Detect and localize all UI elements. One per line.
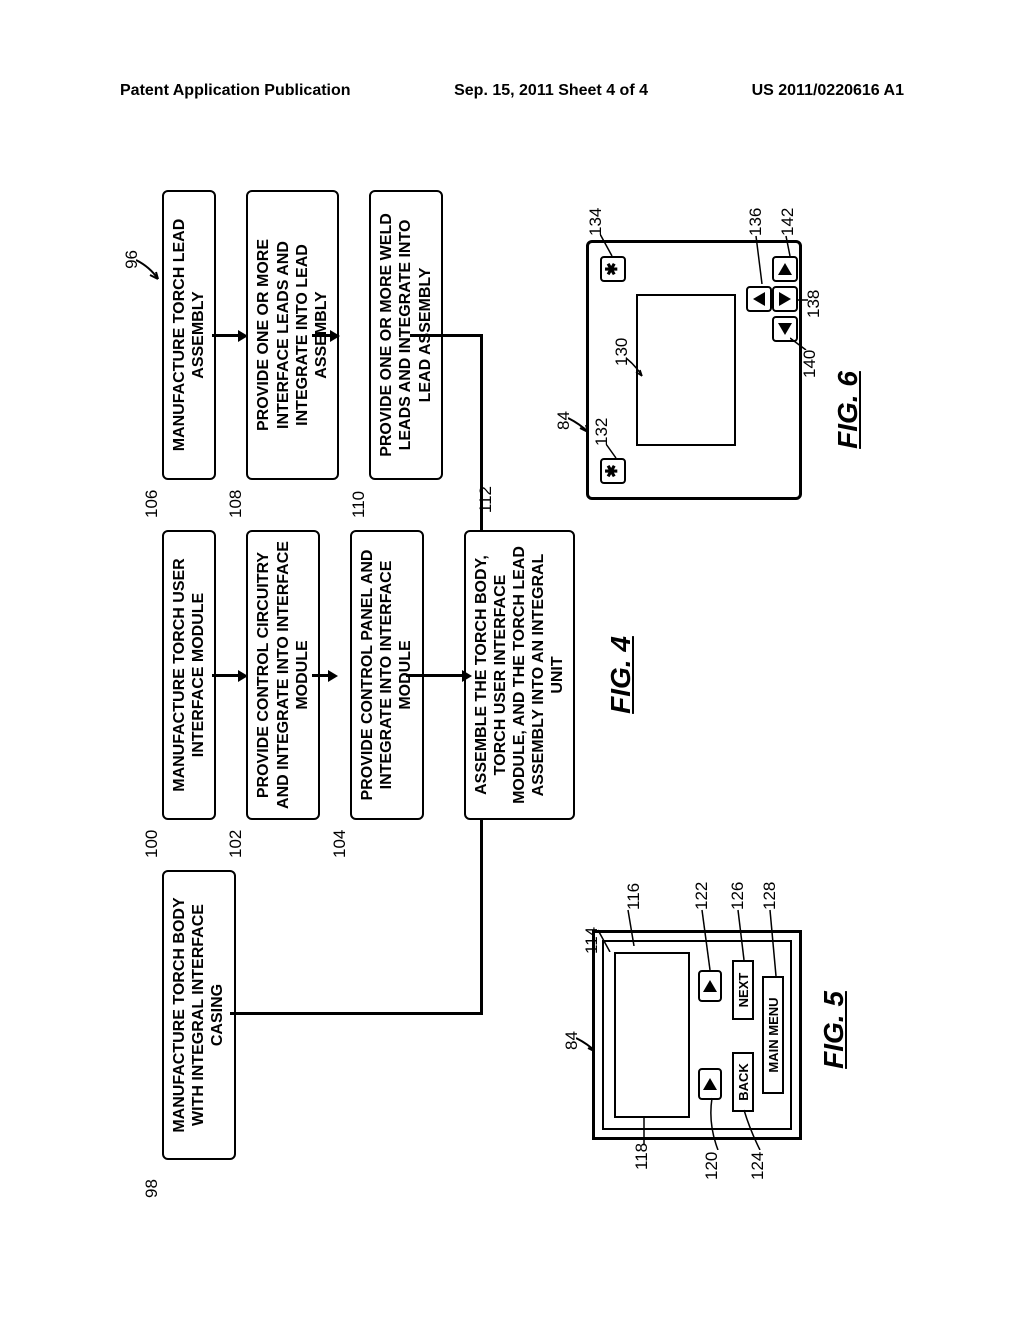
ref-84-fig6: 84 <box>554 411 574 430</box>
fig5-screen <box>614 952 690 1118</box>
ref-140-label: 140 <box>800 350 820 378</box>
box-106: 106 MANUFACTURE TORCH LEAD ASSEMBLY <box>162 190 216 480</box>
connector-c1-v <box>230 1012 480 1015</box>
arrow-102-104 <box>328 670 338 682</box>
fig5-next-text: NEXT <box>736 973 751 1008</box>
ref-112: 112 <box>476 486 496 513</box>
connector-c1-h <box>480 820 483 1015</box>
flow-column-1: 98 MANUFACTURE TORCH BODY WITH INTEGRAL … <box>162 870 266 1160</box>
box-102: 102 PROVIDE CONTROL CIRCUITRY AND INTEGR… <box>246 530 320 820</box>
ref-84-fig5: 84 <box>562 1031 582 1050</box>
ref-124-label: 124 <box>748 1152 768 1180</box>
fig5-back-text: BACK <box>736 1063 751 1101</box>
fig6-btn-star-left[interactable]: ✱ <box>600 458 626 484</box>
fig5: 84 114 116 118 120 122 BACK NEXT 124 126 <box>562 860 862 1200</box>
ref-120-label: 120 <box>702 1152 722 1180</box>
arrow-106-108 <box>238 330 248 342</box>
box-102-text: PROVIDE CONTROL CIRCUITRY AND INTEGRATE … <box>255 541 310 809</box>
fig5-btn-next[interactable]: NEXT <box>732 960 754 1020</box>
conn-104-112 <box>406 674 466 677</box>
fig5-btn-main-menu[interactable]: MAIN MENU <box>762 976 784 1094</box>
fig5-btn-back[interactable]: BACK <box>732 1052 754 1112</box>
connector-c3-v <box>410 334 480 337</box>
ref-98: 98 <box>142 1179 162 1198</box>
ref-106: 106 <box>142 490 162 518</box>
fig6-btn-right[interactable] <box>772 256 798 282</box>
header-left: Patent Application Publication <box>120 82 351 100</box>
fig5-btn-right[interactable] <box>698 970 722 1002</box>
box-98-text: MANUFACTURE TORCH BODY WITH INTEGRAL INT… <box>171 897 226 1132</box>
box-106-text: MANUFACTURE TORCH LEAD ASSEMBLY <box>171 219 207 452</box>
ref-118-label: 118 <box>632 1143 652 1170</box>
fig6-btn-star-right[interactable]: ✱ <box>600 256 626 282</box>
ref-104: 104 <box>330 830 350 858</box>
rotated-content: 96 98 MANUFACTURE TORCH BODY WITH INTEGR… <box>162 160 862 1160</box>
arrow-104-112 <box>462 670 472 682</box>
ref-96: 96 <box>122 250 142 269</box>
ref-102: 102 <box>226 830 246 858</box>
fig6-btn-down[interactable] <box>772 286 798 312</box>
fig6-screen <box>636 294 736 446</box>
box-112: 112 ASSEMBLE THE TORCH BODY, TORCH USER … <box>464 530 576 820</box>
connector-c3-h <box>480 334 483 530</box>
ref-108: 108 <box>226 490 246 518</box>
ref-100: 100 <box>142 830 162 858</box>
header-center: Sep. 15, 2011 Sheet 4 of 4 <box>454 82 648 100</box>
ref-110: 110 <box>349 491 369 518</box>
fig4-label: FIG. 4 <box>605 530 637 820</box>
page-header: Patent Application Publication Sep. 15, … <box>0 82 1024 100</box>
fig5-label: FIG. 5 <box>818 860 850 1200</box>
box-100: 100 MANUFACTURE TORCH USER INTERFACE MOD… <box>162 530 216 820</box>
arrow-100-102 <box>238 670 248 682</box>
box-112-text: ASSEMBLE THE TORCH BODY, TORCH USER INTE… <box>473 546 567 804</box>
fig6: 84 ✱ 132 ✱ 134 130 136 142 138 1 <box>562 160 862 540</box>
fig6-btn-up[interactable] <box>746 286 772 312</box>
arrow-108-110 <box>330 330 340 342</box>
box-100-text: MANUFACTURE TORCH USER INTERFACE MODULE <box>171 558 207 791</box>
fig5-main-menu-text: MAIN MENU <box>766 997 781 1072</box>
box-98: 98 MANUFACTURE TORCH BODY WITH INTEGRAL … <box>162 870 236 1160</box>
fig6-label: FIG. 6 <box>832 240 864 580</box>
header-right: US 2011/0220616 A1 <box>752 82 904 100</box>
